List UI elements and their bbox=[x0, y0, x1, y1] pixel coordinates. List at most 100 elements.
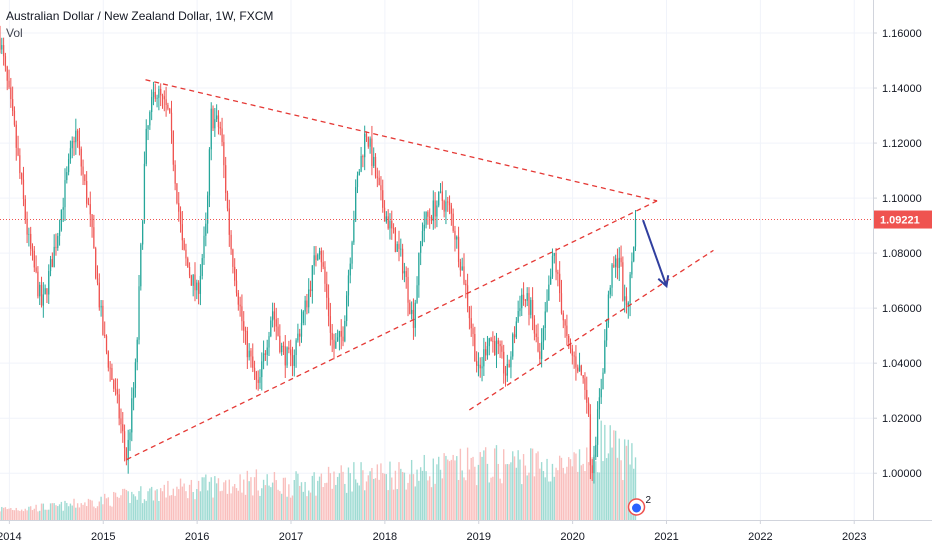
volume-bar bbox=[105, 498, 108, 520]
candle-body bbox=[429, 216, 431, 218]
price-axis[interactable]: 1.16000 1.14000 1.12000 1.10000 1.08000 1.060… bbox=[873, 28, 922, 480]
candle-body bbox=[84, 174, 86, 181]
volume-bar bbox=[351, 491, 353, 520]
candle-body bbox=[275, 319, 277, 327]
volume-bar bbox=[123, 488, 126, 520]
volume-bar bbox=[591, 457, 593, 520]
volume-bar bbox=[15, 507, 17, 520]
price-label: 1.04000 bbox=[882, 358, 922, 370]
time-label: 2023 bbox=[842, 531, 866, 543]
volume-bar bbox=[261, 488, 263, 520]
candle-body bbox=[360, 155, 362, 172]
ideas-badge[interactable]: 2 bbox=[627, 495, 652, 516]
volume-bar bbox=[409, 474, 411, 520]
volume-bar bbox=[58, 504, 61, 520]
volume-bar bbox=[244, 494, 247, 520]
volume-bar bbox=[436, 464, 438, 520]
volume-bar bbox=[604, 424, 606, 520]
candle-body bbox=[522, 294, 525, 300]
candle-body bbox=[602, 372, 604, 390]
candle-body bbox=[620, 257, 622, 263]
candle-body bbox=[15, 124, 17, 148]
candle-body bbox=[78, 140, 81, 149]
down-arrow-head bbox=[657, 275, 670, 289]
volume-bar bbox=[329, 473, 332, 520]
candle-body bbox=[214, 119, 216, 129]
candle-body bbox=[450, 205, 452, 214]
candle-body bbox=[235, 280, 238, 293]
volume-bar bbox=[564, 473, 566, 520]
candle-body bbox=[521, 294, 523, 309]
volume-bar bbox=[562, 467, 564, 520]
candle-body bbox=[494, 341, 496, 356]
candle-body bbox=[371, 138, 373, 166]
candle-body bbox=[526, 293, 528, 301]
volume-bar bbox=[595, 461, 597, 520]
candle-body bbox=[156, 97, 158, 99]
candle-body bbox=[31, 248, 34, 251]
time-axis[interactable]: 2014 2015 2016 2017 2018 2019 2020 2021 2022 2023 bbox=[0, 520, 866, 543]
candle-body bbox=[13, 110, 16, 125]
volume-bar bbox=[286, 496, 288, 520]
volume-bar bbox=[324, 483, 326, 520]
volume-bar bbox=[622, 480, 624, 520]
candle-body bbox=[22, 179, 25, 200]
volume-bar bbox=[376, 464, 379, 520]
candle-body bbox=[216, 115, 218, 120]
volume-bar bbox=[100, 496, 102, 520]
candle-body bbox=[533, 318, 536, 334]
volume-bar bbox=[634, 457, 637, 520]
candle-body bbox=[577, 367, 579, 372]
volume-bar bbox=[255, 469, 258, 520]
volume-bar bbox=[0, 511, 1, 520]
volume-bar bbox=[230, 493, 232, 520]
volume-bar bbox=[11, 509, 14, 520]
volume-bar bbox=[62, 510, 64, 520]
volume-bar bbox=[140, 486, 142, 520]
volume-bar bbox=[78, 507, 81, 520]
volume-bar bbox=[152, 500, 155, 520]
candle-body bbox=[438, 191, 440, 206]
volume-bar bbox=[262, 479, 265, 520]
volume-bar bbox=[423, 454, 425, 520]
volume-bar bbox=[503, 449, 505, 520]
candle-body bbox=[559, 273, 561, 294]
candle-body bbox=[485, 349, 487, 356]
candle-body bbox=[147, 125, 149, 129]
volume-bar bbox=[243, 479, 245, 520]
candle-body bbox=[369, 138, 371, 147]
candle-body bbox=[266, 347, 268, 355]
volume-bar bbox=[280, 493, 283, 520]
last-price-tag: 1.09221 bbox=[874, 210, 932, 229]
candle-body bbox=[255, 371, 258, 380]
volume-bar bbox=[8, 508, 10, 520]
volume-bar bbox=[575, 453, 577, 520]
volume-bar bbox=[457, 479, 460, 520]
candle-body bbox=[114, 388, 117, 390]
candle-body bbox=[57, 236, 59, 248]
volume-bar bbox=[528, 472, 530, 520]
volume-bar bbox=[441, 478, 444, 520]
price-label: 1.02000 bbox=[882, 413, 922, 425]
volume-bar bbox=[481, 456, 483, 520]
volume-bar bbox=[113, 491, 115, 520]
volume-bar bbox=[172, 488, 175, 520]
volume-bar bbox=[250, 477, 252, 520]
volume-bar bbox=[419, 467, 422, 520]
volume-bar bbox=[459, 448, 462, 520]
candle-body bbox=[291, 355, 294, 366]
volume-bar bbox=[239, 474, 241, 520]
volume-bar bbox=[600, 420, 602, 520]
candle-body bbox=[335, 341, 337, 349]
volume-bar bbox=[349, 473, 351, 520]
time-label: 2016 bbox=[185, 531, 209, 543]
volume-bar bbox=[127, 491, 129, 520]
volume-bar bbox=[401, 471, 404, 520]
volume-bar bbox=[362, 470, 364, 520]
trendlines[interactable] bbox=[126, 79, 714, 461]
symbol-title: Australian Dollar / New Zealand Dollar, … bbox=[6, 9, 274, 23]
volume-bar bbox=[37, 511, 39, 520]
volume-bar bbox=[22, 511, 25, 520]
